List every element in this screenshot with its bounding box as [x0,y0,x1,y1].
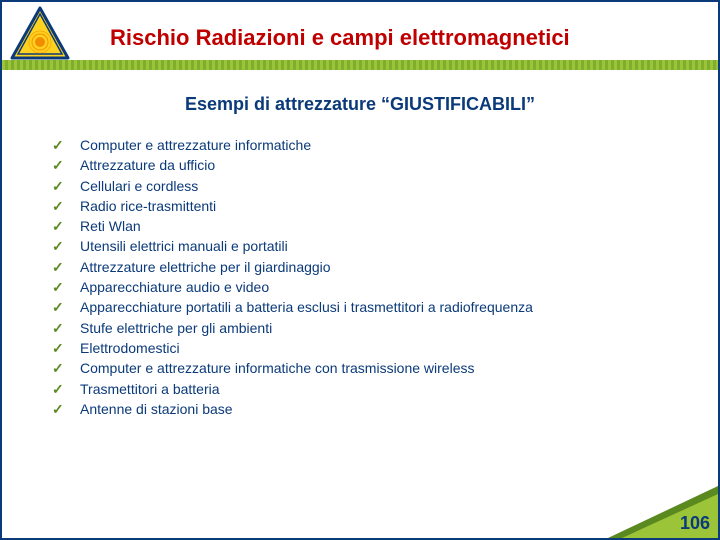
content-area: Computer e attrezzature informaticheAttr… [2,135,718,419]
list-item: Utensili elettrici manuali e portatili [52,236,680,256]
page-number: 106 [680,513,710,534]
list-item: Apparecchiature audio e video [52,277,680,297]
list-item: Cellulari e cordless [52,176,680,196]
list-item: Attrezzature da ufficio [52,155,680,175]
list-item: Radio rice-trasmittenti [52,196,680,216]
list-item: Reti Wlan [52,216,680,236]
list-item: Attrezzature elettriche per il giardinag… [52,257,680,277]
list-item: Trasmettitori a batteria [52,379,680,399]
radiation-warning-icon [10,6,70,60]
list-item: Computer e attrezzature informatiche [52,135,680,155]
list-item: Computer e attrezzature informatiche con… [52,358,680,378]
slide-subtitle: Esempi di attrezzature “GIUSTIFICABILI” [2,94,718,115]
header-band: Rischio Radiazioni e campi elettromagnet… [2,2,718,70]
list-item: Antenne di stazioni base [52,399,680,419]
equipment-list: Computer e attrezzature informaticheAttr… [52,135,680,419]
list-item: Elettrodomestici [52,338,680,358]
footer-corner: 106 [598,486,718,538]
slide-title: Rischio Radiazioni e campi elettromagnet… [82,21,570,51]
list-item: Stufe elettriche per gli ambienti [52,318,680,338]
list-item: Apparecchiature portatili a batteria esc… [52,297,680,317]
